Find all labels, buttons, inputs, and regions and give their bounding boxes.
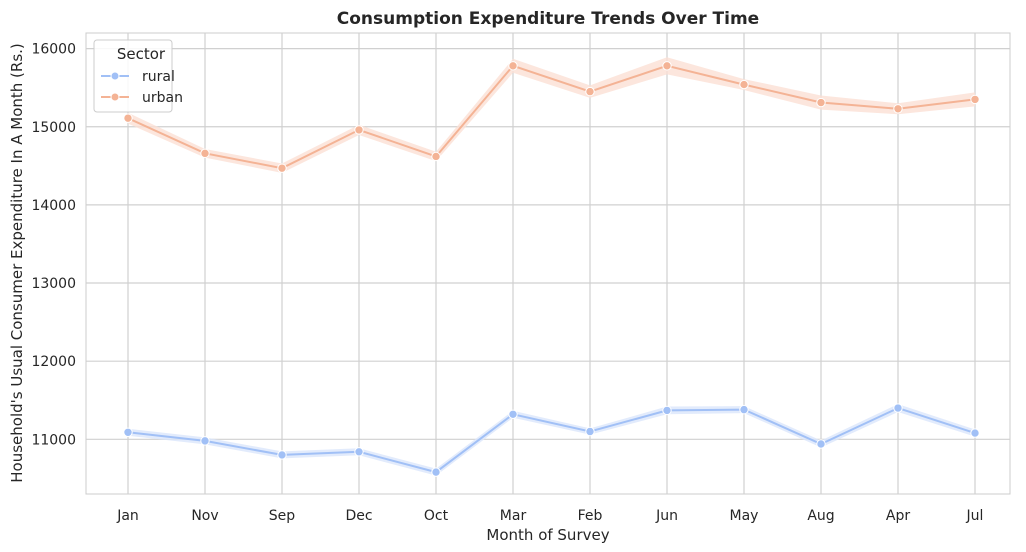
data-point-urban xyxy=(893,104,903,114)
data-point-rural xyxy=(431,467,441,477)
data-point-urban xyxy=(277,163,287,173)
x-tick-label: Apr xyxy=(886,508,910,524)
y-tick-label: 13000 xyxy=(31,276,76,292)
data-point-rural xyxy=(585,426,595,437)
data-point-rural xyxy=(893,403,903,413)
y-tick-labels: 11000 12000 13000 14000 15000 16000 xyxy=(31,42,76,449)
data-point-rural xyxy=(123,427,133,437)
x-tick-label: May xyxy=(730,508,759,524)
x-tick-label: Aug xyxy=(807,508,834,524)
data-point-urban xyxy=(431,151,441,162)
data-point-rural xyxy=(970,428,980,438)
legend-marker-urban xyxy=(110,92,120,102)
data-point-urban xyxy=(739,79,749,90)
y-tick-label: 16000 xyxy=(31,42,76,58)
legend-label-rural: rural xyxy=(142,69,175,85)
series-markers xyxy=(123,61,980,477)
y-tick-label: 12000 xyxy=(31,354,76,370)
x-tick-label: Jul xyxy=(966,508,984,524)
y-axis-label: Household's Usual Consumer Expenditure I… xyxy=(8,43,26,483)
data-point-urban xyxy=(970,94,980,105)
legend-entries: rural urban xyxy=(101,69,183,106)
x-tick-label: Jun xyxy=(655,508,678,524)
data-point-urban xyxy=(816,97,826,108)
x-tick-label: Dec xyxy=(345,508,372,524)
series-line-rural xyxy=(127,407,976,474)
data-point-rural xyxy=(200,436,210,446)
data-point-rural xyxy=(662,405,672,416)
series-lines xyxy=(127,64,976,474)
series-band-urban xyxy=(128,57,975,173)
data-point-rural xyxy=(508,409,518,420)
series-line-urban xyxy=(127,64,976,170)
legend: Sector rural urban xyxy=(93,39,183,113)
chart-title: Consumption Expenditure Trends Over Time xyxy=(337,9,759,29)
data-point-rural xyxy=(816,439,826,449)
x-tick-label: Feb xyxy=(578,508,603,524)
x-tick-label: Sep xyxy=(269,508,296,524)
x-tick-label: Mar xyxy=(500,508,527,524)
data-point-urban xyxy=(585,86,595,97)
x-tick-label: Oct xyxy=(424,508,449,524)
legend-label-urban: urban xyxy=(142,90,183,106)
data-point-rural xyxy=(739,404,749,415)
legend-marker-rural xyxy=(110,71,120,81)
data-point-urban xyxy=(123,113,133,123)
data-point-urban xyxy=(508,61,518,71)
y-tick-label: 15000 xyxy=(31,120,76,136)
x-tick-label: Jan xyxy=(116,508,139,524)
data-point-urban xyxy=(662,61,672,71)
y-tick-label: 14000 xyxy=(31,198,76,214)
data-point-rural xyxy=(354,447,364,457)
data-point-rural xyxy=(277,450,287,460)
legend-title: Sector xyxy=(117,45,166,63)
x-axis-label: Month of Survey xyxy=(486,526,609,544)
x-tick-label: Nov xyxy=(191,508,218,524)
y-tick-label: 11000 xyxy=(31,432,76,448)
data-point-urban xyxy=(354,125,364,135)
data-point-urban xyxy=(200,148,210,159)
x-tick-labels: Jan Nov Sep Dec Oct Mar Feb Jun May Aug Apr Jul xyxy=(116,508,983,524)
